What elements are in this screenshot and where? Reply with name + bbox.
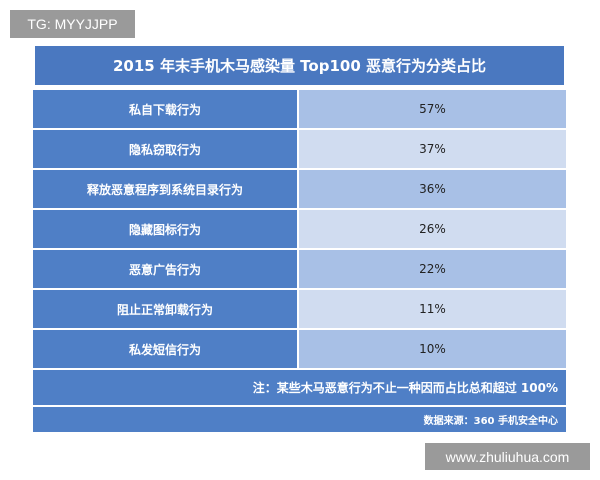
row-label: 恶意广告行为 [33, 250, 297, 288]
row-value: 37% [299, 130, 566, 168]
row-label: 私发短信行为 [33, 330, 297, 368]
row-label: 阻止正常卸载行为 [33, 290, 297, 328]
row-value: 36% [299, 170, 566, 208]
row-label: 隐私窃取行为 [33, 130, 297, 168]
row-label: 释放恶意程序到系统目录行为 [33, 170, 297, 208]
table-note: 注：某些木马恶意行为不止一种因而占比总和超过 100% [33, 370, 566, 405]
watermark: www.zhuliuhua.com [425, 443, 590, 470]
watermark: TG: MYYJJPP [10, 10, 135, 38]
row-value: 22% [299, 250, 566, 288]
row-value: 11% [299, 290, 566, 328]
table-title: 2015 年末手机木马感染量 Top100 恶意行为分类占比 [33, 44, 566, 87]
table-source: 数据来源：360 手机安全中心 [33, 407, 566, 432]
row-value: 10% [299, 330, 566, 368]
row-label: 私自下载行为 [33, 90, 297, 128]
row-value: 57% [299, 90, 566, 128]
row-value: 26% [299, 210, 566, 248]
table: 2015 年末手机木马感染量 Top100 恶意行为分类占比 注：某些木马恶意行… [33, 44, 566, 432]
row-label: 隐藏图标行为 [33, 210, 297, 248]
